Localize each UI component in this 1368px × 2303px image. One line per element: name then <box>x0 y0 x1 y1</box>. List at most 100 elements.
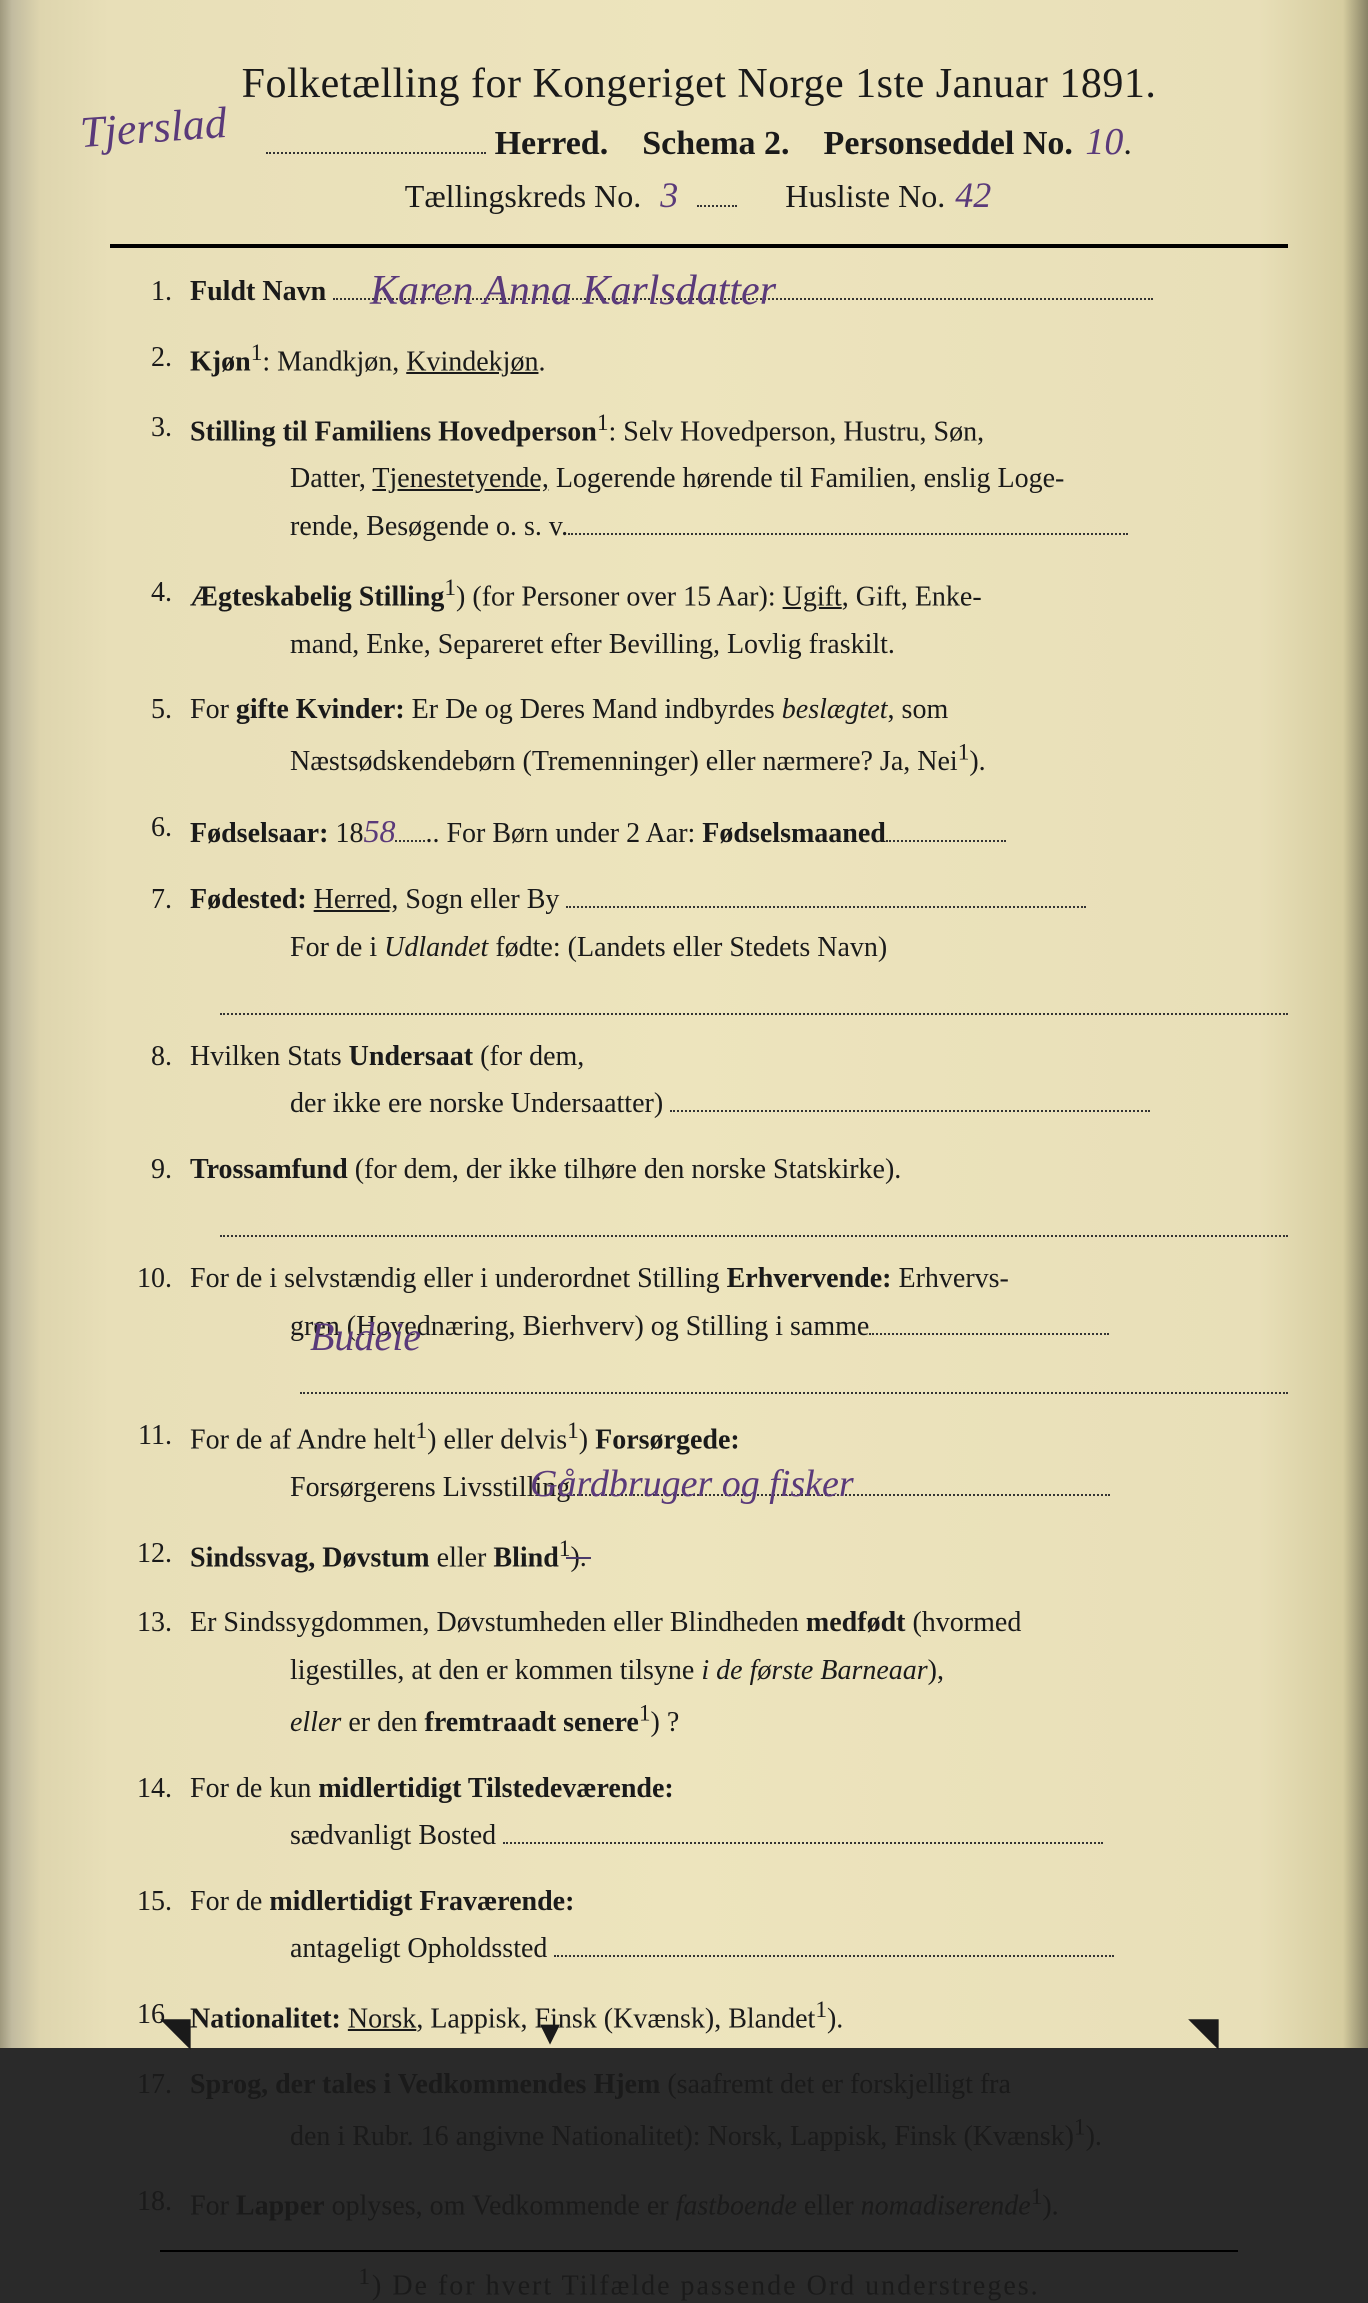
footnote: 1) De for hvert Tilfælde passende Ord un… <box>110 2264 1288 2302</box>
item-6: 6. Fødselsaar: 1858.. For Børn under 2 A… <box>120 804 1288 858</box>
item-number: 4. <box>120 569 190 669</box>
handwritten-kreds-no: 3 <box>649 174 689 216</box>
form-items: 1. Fuldt Navn Karen Anna Karlsdatter 2. … <box>110 268 1288 2230</box>
page-tear-icon: ◥ <box>160 2008 200 2038</box>
header-rule <box>110 244 1288 248</box>
page-tear-icon: ▾ <box>540 2008 580 2038</box>
item-14: 14. For de kun midlertidigt Tilstedevære… <box>120 1765 1288 1860</box>
handwritten-herred: Tjerslad <box>78 97 228 158</box>
item-8: 8. Hvilken Stats Undersaat (for dem, der… <box>120 1033 1288 1128</box>
label-nationalitet: Nationalitet: <box>190 2003 341 2034</box>
struck-text: ). <box>570 1542 586 1573</box>
item-13: 13. Er Sindssygdommen, Døvstumheden elle… <box>120 1599 1288 1746</box>
item-9: 9. Trossamfund (for dem, der ikke tilhør… <box>120 1146 1288 1194</box>
item-16: 16. Nationalitet: Norsk, Lappisk, Finsk … <box>120 1991 1288 2043</box>
underlined-norsk: Norsk <box>348 2003 416 2034</box>
label-husliste: Husliste No. <box>785 178 945 214</box>
item-number: 2. <box>120 334 190 386</box>
footnote-ref: 1 <box>444 575 456 601</box>
blank-line <box>300 1368 1288 1394</box>
label-sprog: Sprog, der tales i Vedkommendes Hjem <box>190 2069 660 2100</box>
label-stilling: Stilling til Familiens Hovedperson <box>190 416 597 447</box>
footnote-rule <box>160 2250 1238 2252</box>
label-herred: Herred. <box>495 125 609 162</box>
form-subheader-2: Tællingskreds No. 3 Husliste No. 42 <box>110 174 1288 216</box>
item-number: 7. <box>120 876 190 971</box>
item-12: 12. Sindssvag, Døvstum eller Blind1). <box>120 1530 1288 1582</box>
item-number: 11. <box>120 1412 190 1512</box>
label-medfodt: medfødt <box>806 1607 906 1638</box>
item-number: 17. <box>120 2061 190 2161</box>
handwritten-personseddel-no: 10 <box>1085 121 1123 163</box>
page-tear-icon: ◥ <box>1188 2008 1228 2038</box>
handwritten-name: Karen Anna Karlsdatter <box>370 256 776 327</box>
footnote-ref: 1 <box>416 1418 428 1444</box>
item-number: 12. <box>120 1530 190 1582</box>
census-form-page: Folketælling for Kongeriget Norge 1ste J… <box>0 0 1368 2048</box>
label-fravaerende: midlertidigt Fraværende: <box>269 1886 574 1917</box>
footnote-ref: 1 <box>597 410 609 436</box>
handwritten-husliste-no: 42 <box>953 174 993 216</box>
footnote-ref: 1 <box>1074 2114 1086 2140</box>
item-number: 10. <box>120 1255 190 1350</box>
footnote-ref: 1 <box>639 1701 651 1727</box>
label-kjon: Kjøn <box>190 346 251 377</box>
label-lapper: Lapper <box>236 2191 325 2222</box>
label-tilstedevarende: midlertidigt Tilstedeværende: <box>318 1773 673 1804</box>
item-number: 6. <box>120 804 190 858</box>
item-1: 1. Fuldt Navn Karen Anna Karlsdatter <box>120 268 1288 316</box>
item-3: 3. Stilling til Familiens Hovedperson1: … <box>120 404 1288 551</box>
footnote-ref: 1 <box>815 1997 827 2023</box>
handwritten-provider-occupation: Gårdbruger og fisker <box>530 1452 854 1517</box>
label-personseddel: Personseddel No. <box>824 125 1073 162</box>
label-gifte-kvinder: gifte Kvinder: <box>236 694 405 725</box>
item-10: 10. For de i selvstændig eller i underor… <box>120 1255 1288 1350</box>
underlined-ugift: Ugift <box>783 581 842 612</box>
footnote-ref: 1 <box>958 740 970 766</box>
footnote-ref: 1 <box>567 1418 579 1444</box>
label-erhvervende: Erhvervende: <box>727 1263 892 1294</box>
handwritten-occupation: Budeie <box>310 1303 421 1371</box>
item-7: 7. Fødested: Herred, Sogn eller By For d… <box>120 876 1288 971</box>
label-schema: Schema 2. <box>642 125 789 162</box>
item-number: 9. <box>120 1146 190 1194</box>
item-number: 3. <box>120 404 190 551</box>
blank-line <box>220 1212 1288 1238</box>
label-sindssvag: Sindssvag, Døvstum <box>190 1542 430 1573</box>
handwritten-birth-year: 58 <box>363 813 395 849</box>
label-fuldt-navn: Fuldt Navn <box>190 276 326 307</box>
item-number: 14. <box>120 1765 190 1860</box>
footnote-marker: 1 <box>358 2264 372 2290</box>
label-undersaat: Undersaat <box>349 1041 473 1072</box>
item-18: 18. For Lapper oplyses, om Vedkommende e… <box>120 2178 1288 2230</box>
label-trossamfund: Trossamfund <box>190 1154 348 1185</box>
label-aegteskab: Ægteskabelig Stilling <box>190 581 444 612</box>
footnote-ref: 1 <box>1031 2184 1043 2210</box>
item-2: 2. Kjøn1: Mandkjøn, Kvindekjøn. <box>120 334 1288 386</box>
item-15: 15. For de midlertidigt Fraværende: anta… <box>120 1878 1288 1973</box>
item-17: 17. Sprog, der tales i Vedkommendes Hjem… <box>120 2061 1288 2161</box>
label-kreds: Tællingskreds No. <box>405 178 641 214</box>
form-header: Folketælling for Kongeriget Norge 1ste J… <box>110 60 1288 216</box>
item-number: 18. <box>120 2178 190 2230</box>
page-edge-left <box>0 0 40 2048</box>
underlined-herred: Herred, <box>314 884 399 915</box>
footnote-text: ) De for hvert Tilfælde passende Ord und… <box>372 2271 1040 2302</box>
item-number: 5. <box>120 686 190 786</box>
label-fodselsaar: Fødselsaar: <box>190 818 328 849</box>
item-4: 4. Ægteskabelig Stilling1) (for Personer… <box>120 569 1288 669</box>
label-forsorgede: Forsørgede: <box>595 1424 740 1455</box>
item-11: 11. For de af Andre helt1) eller delvis1… <box>120 1412 1288 1512</box>
item-number: 15. <box>120 1878 190 1973</box>
item-number: 8. <box>120 1033 190 1128</box>
underlined-tjenestetyende: Tjenestetyende, <box>372 463 548 494</box>
underlined-kvindekjon: Kvindekjøn <box>406 346 538 377</box>
page-edge-right <box>1343 0 1368 2048</box>
form-title: Folketælling for Kongeriget Norge 1ste J… <box>110 60 1288 108</box>
footnote-ref: 1 <box>251 340 263 366</box>
item-number: 13. <box>120 1599 190 1746</box>
item-5: 5. For gifte Kvinder: Er De og Deres Man… <box>120 686 1288 786</box>
label-fodested: Fødested: <box>190 884 307 915</box>
blank-line <box>220 989 1288 1015</box>
label-fodselsmaaned: Fødselsmaaned <box>702 818 886 849</box>
